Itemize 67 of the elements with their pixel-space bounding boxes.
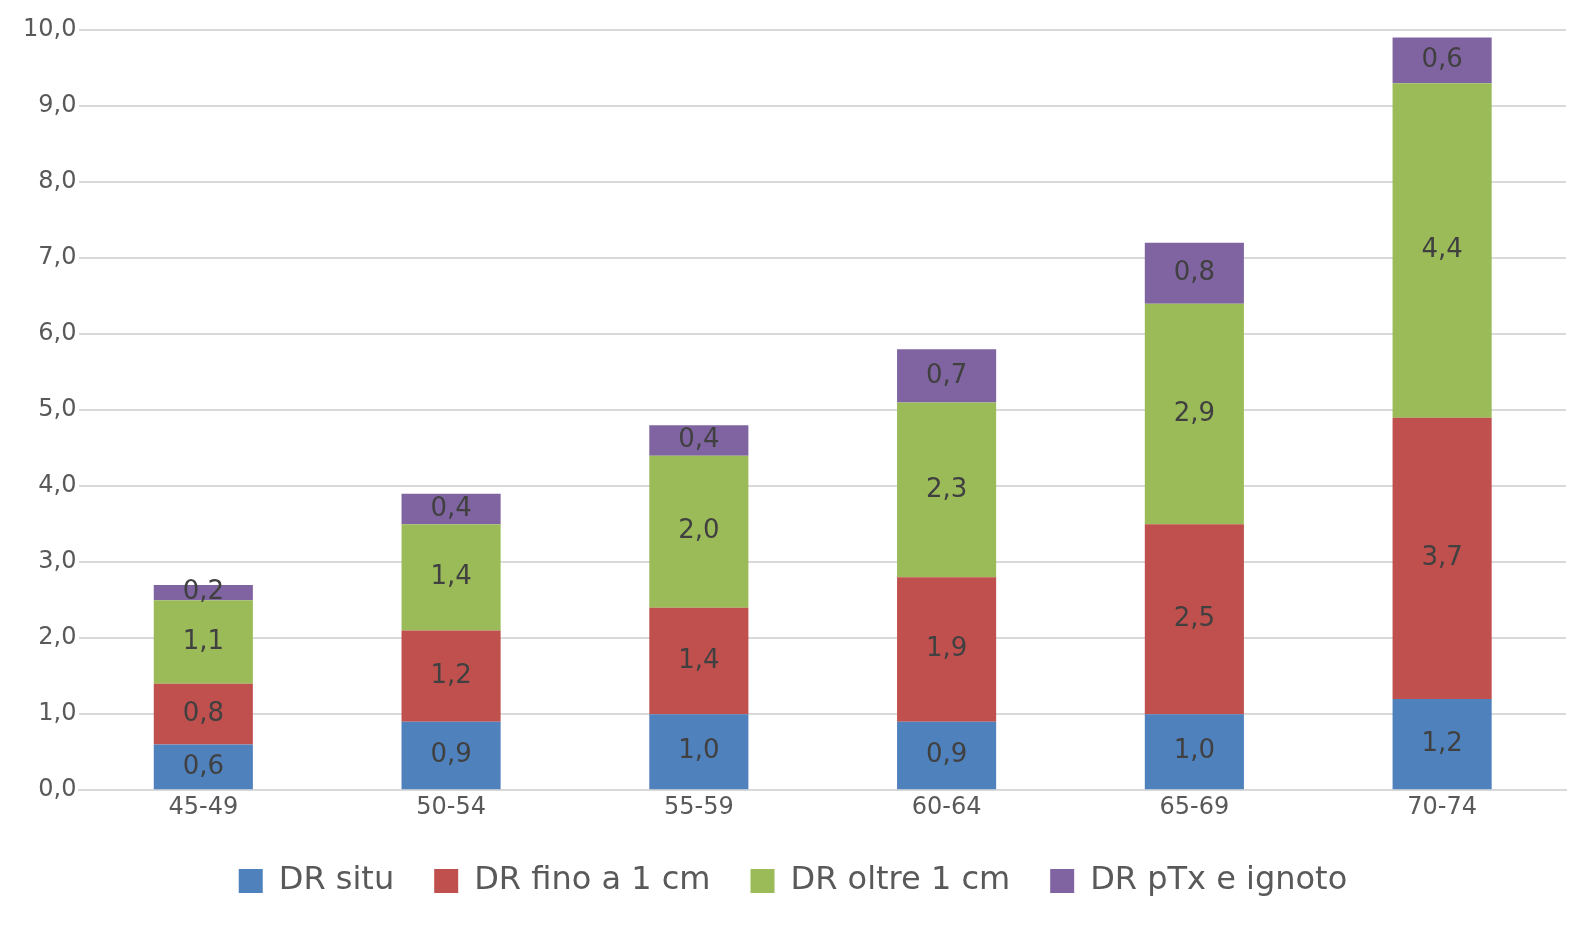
y-tick-label: 9,0 bbox=[38, 90, 77, 119]
data-label: 1,2 bbox=[1421, 726, 1463, 757]
y-tick-label: 1,0 bbox=[38, 698, 77, 727]
y-tick-label: 10,0 bbox=[23, 14, 77, 43]
bar bbox=[897, 577, 997, 722]
data-label: 1,0 bbox=[678, 734, 720, 765]
bar bbox=[401, 721, 501, 790]
data-label: 0,4 bbox=[430, 491, 472, 522]
x-tick-label: 60-64 bbox=[911, 791, 982, 820]
data-label: 2,5 bbox=[1173, 601, 1216, 632]
y-tick-label: 4,0 bbox=[38, 470, 77, 499]
data-label: 0,8 bbox=[1173, 256, 1216, 287]
legend-label: DR pTx e ignoto bbox=[1090, 859, 1348, 898]
data-label: 1,0 bbox=[1173, 734, 1216, 765]
data-label: 0,9 bbox=[925, 738, 968, 769]
bar bbox=[649, 425, 749, 456]
y-tick-label: 6,0 bbox=[38, 318, 77, 347]
bar bbox=[1392, 698, 1492, 790]
y-tick-label: 3,0 bbox=[38, 546, 77, 575]
data-label: 0,4 bbox=[678, 423, 720, 454]
bar bbox=[1144, 714, 1244, 790]
data-label: 0,8 bbox=[182, 696, 224, 727]
legend-label: DR fino a 1 cm bbox=[474, 859, 711, 898]
bar bbox=[153, 744, 253, 790]
x-tick-label: 70-74 bbox=[1407, 791, 1477, 820]
bar bbox=[401, 630, 501, 722]
data-label: 2,0 bbox=[678, 514, 720, 545]
data-label: 1,4 bbox=[678, 643, 720, 674]
bar bbox=[897, 721, 997, 790]
y-tick-label: 2,0 bbox=[38, 622, 77, 651]
bar bbox=[153, 683, 253, 745]
data-label: 0,9 bbox=[430, 738, 472, 769]
bar bbox=[1392, 37, 1492, 84]
bar bbox=[1144, 524, 1244, 715]
bar bbox=[649, 455, 749, 608]
data-label: 2,9 bbox=[1173, 396, 1216, 427]
data-label: 1,9 bbox=[925, 632, 968, 663]
data-label: 4,4 bbox=[1421, 233, 1463, 264]
data-label: 2,3 bbox=[925, 472, 968, 503]
y-tick-label: 8,0 bbox=[38, 166, 77, 195]
bar bbox=[897, 349, 997, 403]
data-label: 0,2 bbox=[182, 575, 224, 606]
bar bbox=[649, 607, 749, 715]
data-label: 0,6 bbox=[182, 749, 224, 780]
bar bbox=[1392, 417, 1492, 699]
bar bbox=[649, 714, 749, 790]
x-tick-label: 65-69 bbox=[1159, 791, 1230, 820]
bar bbox=[401, 524, 501, 631]
y-tick-label: 5,0 bbox=[38, 394, 77, 423]
legend-label: DR situ bbox=[278, 859, 395, 898]
x-tick-label: 50-54 bbox=[416, 791, 486, 820]
data-label: 1,1 bbox=[182, 624, 224, 655]
bar bbox=[897, 402, 997, 578]
legend-label: DR oltre 1 cm bbox=[790, 859, 1011, 898]
bar bbox=[1144, 242, 1244, 304]
data-label: 1,2 bbox=[430, 658, 472, 689]
bar bbox=[153, 600, 253, 684]
bar bbox=[1144, 303, 1244, 525]
x-tick-label: 55-59 bbox=[663, 791, 734, 820]
y-tick-label: 7,0 bbox=[38, 242, 77, 271]
bar bbox=[1392, 83, 1492, 418]
data-label: 0,7 bbox=[925, 358, 968, 389]
x-tick-label: 45-49 bbox=[168, 791, 239, 820]
y-tick-label: 0,0 bbox=[38, 774, 77, 803]
data-label: 0,6 bbox=[1421, 43, 1463, 74]
data-label: 1,4 bbox=[430, 560, 472, 591]
data-label: 3,7 bbox=[1421, 541, 1463, 572]
